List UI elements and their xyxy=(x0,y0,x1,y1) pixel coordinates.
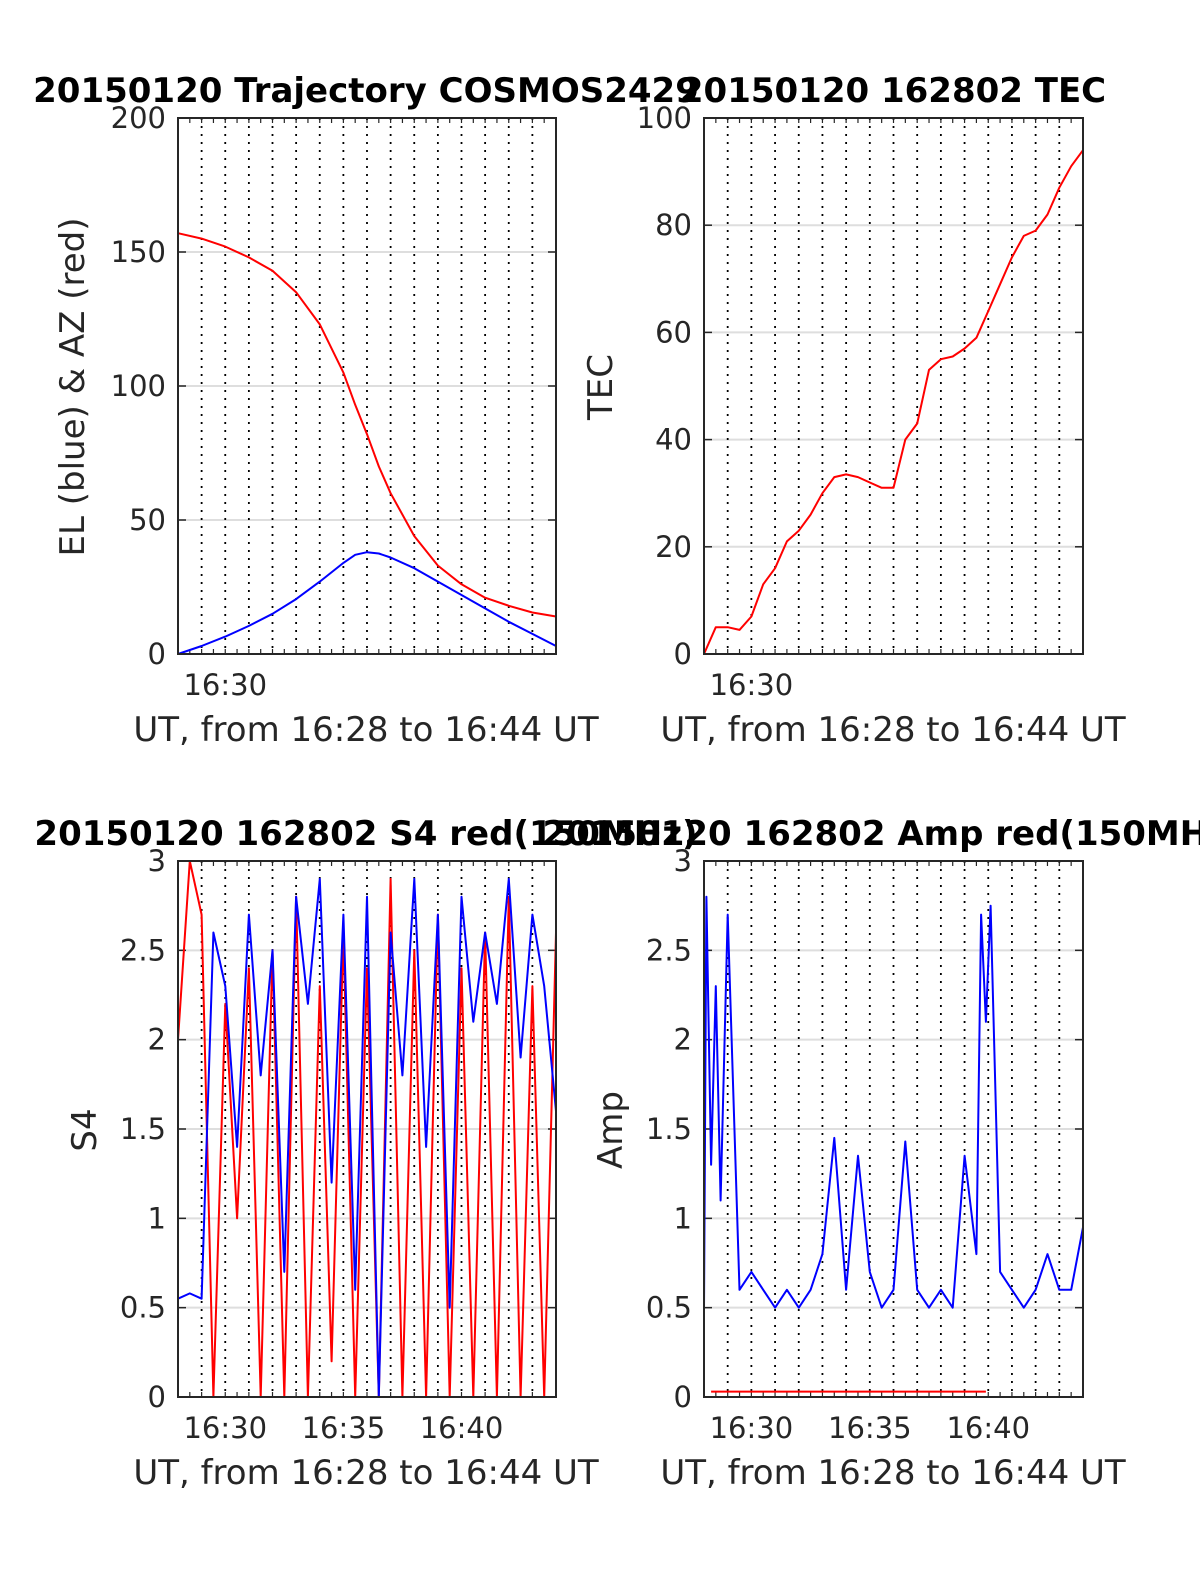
y-tick-label: 1 xyxy=(148,1201,166,1235)
y-axis-label: TEC xyxy=(581,354,621,421)
series-line xyxy=(177,877,557,1398)
x-tick-label: 16:30 xyxy=(710,1411,794,1445)
axes-box xyxy=(703,117,1084,655)
y-tick-label: 0.5 xyxy=(646,1291,692,1325)
x-axis-label: UT, from 16:28 to 16:44 UT xyxy=(660,710,1126,750)
x-tick-label: 16:30 xyxy=(183,668,267,702)
x-tick-labels: 16:30 xyxy=(710,668,794,702)
x-axis-label: UT, from 16:28 to 16:44 UT xyxy=(133,710,599,750)
axes-box xyxy=(177,117,557,655)
x-axis-label: UT, from 16:28 to 16:44 UT xyxy=(133,1453,599,1493)
y-tick-labels: 0 0.5 1 1.5 2 2.5 3 xyxy=(646,844,692,1414)
chart-title: 20150120 162802 S4 red(150MHz) xyxy=(34,814,697,854)
chart-tec: 20150120 162802 TEC TEC UT, from 16:28 t… xyxy=(581,71,1126,750)
y-tick-label: 60 xyxy=(655,315,692,349)
y-tick-label: 2.5 xyxy=(120,933,166,967)
y-tick-label: 1 xyxy=(674,1201,692,1235)
x-tick-labels: 16:30 16:35 16:40 xyxy=(183,1411,503,1445)
series-line xyxy=(177,232,557,618)
y-tick-label: 2 xyxy=(148,1023,166,1057)
plot-area xyxy=(177,117,557,655)
y-tick-label: 50 xyxy=(129,503,166,537)
series-line xyxy=(177,860,557,1398)
y-tick-label: 100 xyxy=(111,369,166,403)
y-tick-labels: 0 20 40 60 80 100 xyxy=(637,101,692,671)
y-tick-label: 0 xyxy=(674,1380,692,1414)
y-tick-label: 100 xyxy=(637,101,692,135)
chart-amp: 20150120 162802 Amp red(150MHz) Amp UT, … xyxy=(542,814,1200,1493)
axes-box xyxy=(703,860,1084,1398)
x-tick-labels: 16:30 16:35 16:40 xyxy=(710,1411,1030,1445)
x-tick-labels: 16:30 xyxy=(183,668,267,702)
x-axis-label: UT, from 16:28 to 16:44 UT xyxy=(660,1453,1126,1493)
y-tick-labels: 0 0.5 1 1.5 2 2.5 3 xyxy=(120,844,166,1414)
x-tick-label: 16:30 xyxy=(183,1411,267,1445)
series-line xyxy=(177,551,557,655)
plot-area xyxy=(177,860,557,1398)
axes-box xyxy=(177,860,557,1398)
y-tick-label: 20 xyxy=(655,530,692,564)
y-tick-label: 1.5 xyxy=(120,1112,166,1146)
chart-title: 20150120 162802 Amp red(150MHz) xyxy=(542,814,1200,854)
y-tick-label: 80 xyxy=(655,208,692,242)
y-tick-label: 0 xyxy=(148,1380,166,1414)
x-tick-label: 16:35 xyxy=(302,1411,386,1445)
y-tick-label: 3 xyxy=(148,844,166,878)
y-tick-label: 0 xyxy=(674,637,692,671)
y-axis-label: Amp xyxy=(591,1091,631,1169)
y-tick-label: 0 xyxy=(148,637,166,671)
x-tick-label: 16:40 xyxy=(946,1411,1030,1445)
y-tick-label: 0.5 xyxy=(120,1291,166,1325)
y-axis-label: S4 xyxy=(65,1108,105,1151)
chart-title: 20150120 Trajectory COSMOS2429 xyxy=(33,71,699,111)
chart-trajectory: 20150120 Trajectory COSMOS2429 EL (blue)… xyxy=(33,71,699,750)
y-axis-label: EL (blue) & AZ (red) xyxy=(53,217,93,556)
x-tick-label: 16:30 xyxy=(710,668,794,702)
plot-area xyxy=(703,117,1084,655)
series-line xyxy=(703,895,1084,1309)
y-tick-label: 40 xyxy=(655,423,692,457)
chart-s4: 20150120 162802 S4 red(150MHz) S4 UT, fr… xyxy=(34,814,697,1493)
series-line xyxy=(703,149,1084,655)
chart-title: 20150120 162802 TEC xyxy=(680,71,1106,111)
x-tick-label: 16:35 xyxy=(828,1411,912,1445)
y-tick-label: 1.5 xyxy=(646,1112,692,1146)
plot-area xyxy=(703,860,1084,1398)
y-tick-label: 150 xyxy=(111,235,166,269)
y-tick-labels: 0 50 100 150 200 xyxy=(111,101,166,671)
y-tick-label: 200 xyxy=(111,101,166,135)
y-tick-label: 2 xyxy=(674,1023,692,1057)
x-tick-label: 16:40 xyxy=(420,1411,504,1445)
y-tick-label: 2.5 xyxy=(646,933,692,967)
y-tick-label: 3 xyxy=(674,844,692,878)
